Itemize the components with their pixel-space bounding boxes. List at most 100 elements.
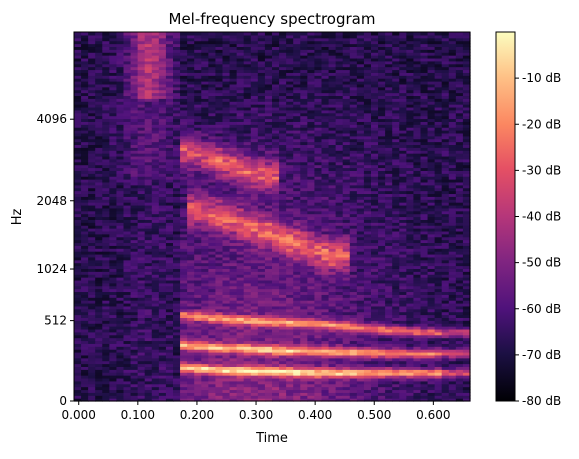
heatmap-cell <box>165 274 174 278</box>
heatmap-cell <box>95 138 103 143</box>
heatmap-cell <box>229 230 238 235</box>
heatmap-cell <box>130 132 139 137</box>
heatmap-cell <box>293 337 301 342</box>
heatmap-cell <box>236 305 245 310</box>
heatmap-cell <box>123 392 132 396</box>
heatmap-cell <box>102 328 110 333</box>
heatmap-cell <box>158 98 167 102</box>
heatmap-cell <box>109 63 118 68</box>
heatmap-cell <box>272 176 280 180</box>
heatmap-cell <box>243 57 252 62</box>
heatmap-cell <box>137 398 146 402</box>
heatmap-cell <box>116 124 125 128</box>
heatmap-cell <box>264 187 273 192</box>
heatmap-cell <box>342 398 351 402</box>
heatmap-cell <box>300 144 308 148</box>
heatmap-cell <box>257 155 266 160</box>
heatmap-cell <box>187 144 195 148</box>
heatmap-cell <box>236 383 245 388</box>
heatmap-cell <box>173 187 181 192</box>
heatmap-cell <box>300 340 308 344</box>
heatmap-cell <box>314 55 323 59</box>
heatmap-cell <box>88 277 96 281</box>
heatmap-cell <box>187 193 195 197</box>
heatmap-cell <box>137 135 146 140</box>
heatmap-cell <box>180 132 188 137</box>
heatmap-cell <box>272 173 280 177</box>
heatmap-cell <box>109 360 118 365</box>
heatmap-cell <box>236 81 245 85</box>
heatmap-cell <box>201 256 209 261</box>
heatmap-cell <box>286 193 294 197</box>
heatmap-cell <box>81 248 89 252</box>
heatmap-cell <box>279 372 287 376</box>
heatmap-cell <box>81 291 89 295</box>
heatmap-cell <box>286 109 294 114</box>
heatmap-cell <box>201 57 209 62</box>
heatmap-cell <box>300 121 308 125</box>
heatmap-cell <box>286 147 294 151</box>
heatmap-cell <box>187 69 195 73</box>
heatmap-cell <box>279 398 287 402</box>
heatmap-cell <box>300 236 308 241</box>
heatmap-cell <box>286 308 294 313</box>
heatmap-cell <box>335 89 344 94</box>
heatmap-cell <box>173 52 181 56</box>
heatmap-cell <box>243 300 252 304</box>
heatmap-cell <box>222 277 231 281</box>
heatmap-cell <box>257 228 266 232</box>
heatmap-cell <box>180 398 188 402</box>
heatmap-cell <box>286 83 294 88</box>
heatmap-cell <box>307 141 316 146</box>
heatmap-cell <box>158 291 167 295</box>
heatmap-cell <box>264 63 273 68</box>
heatmap-cell <box>173 164 181 169</box>
heatmap-cell <box>314 161 323 166</box>
heatmap-cell <box>208 144 217 148</box>
heatmap-cell <box>151 86 160 91</box>
heatmap-cell <box>187 389 195 393</box>
heatmap-cell <box>95 225 103 229</box>
heatmap-cell <box>321 349 330 353</box>
heatmap-cell <box>194 320 202 324</box>
heatmap-cell <box>130 60 139 65</box>
heatmap-cell <box>279 55 287 59</box>
heatmap-cell <box>293 72 301 76</box>
heatmap-cell <box>272 228 280 232</box>
heatmap-cell <box>180 60 188 65</box>
heatmap-cell <box>187 170 195 174</box>
heatmap-cell <box>272 236 280 241</box>
heatmap-cell <box>250 294 259 298</box>
heatmap-cell <box>222 346 231 350</box>
heatmap-cell <box>165 57 174 62</box>
heatmap-cell <box>165 300 174 304</box>
heatmap-cell <box>300 86 308 91</box>
heatmap-cell <box>116 101 125 105</box>
heatmap-cell <box>158 248 167 252</box>
heatmap-cell <box>187 239 195 244</box>
heatmap-cell <box>229 282 238 287</box>
heatmap-cell <box>300 40 308 45</box>
heatmap-cell <box>173 219 181 223</box>
heatmap-cell <box>158 78 167 82</box>
heatmap-cell <box>123 121 132 125</box>
heatmap-cell <box>208 83 217 88</box>
heatmap-cell <box>123 179 132 183</box>
heatmap-cell <box>250 351 259 356</box>
heatmap-cell <box>243 386 252 391</box>
heatmap-cell <box>342 265 351 269</box>
heatmap-cell <box>180 37 188 42</box>
heatmap-cell <box>130 372 139 376</box>
heatmap-cell <box>279 78 287 82</box>
heatmap-cell <box>109 294 118 298</box>
heatmap-cell <box>335 337 344 342</box>
heatmap-cell <box>158 372 167 376</box>
heatmap-cell <box>194 161 202 166</box>
heatmap-cell <box>144 343 153 347</box>
heatmap-cell <box>328 282 337 287</box>
heatmap-cell <box>300 210 308 215</box>
heatmap-cell <box>321 265 330 269</box>
heatmap-cell <box>264 314 273 318</box>
heatmap-cell <box>279 106 287 111</box>
heatmap-cell <box>307 331 316 336</box>
